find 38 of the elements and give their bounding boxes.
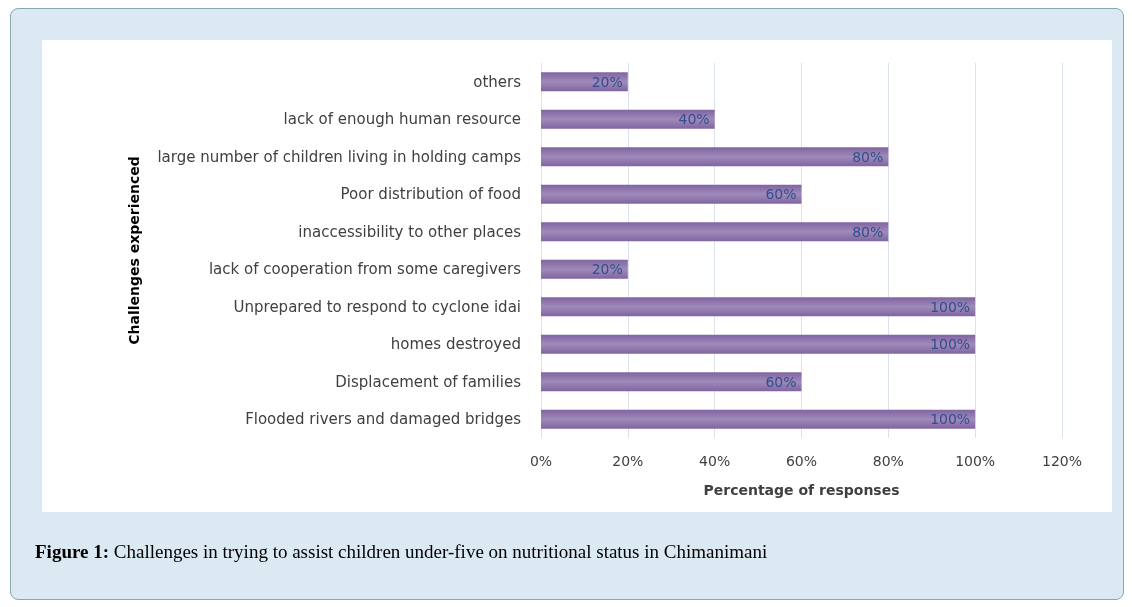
- x-tick-label: 80%: [872, 453, 904, 469]
- y-tick-label: lack of enough human resource: [283, 110, 521, 129]
- y-tick-label: Flooded rivers and damaged bridges: [245, 410, 522, 429]
- x-tick-label: 40%: [699, 453, 731, 469]
- x-tick-label: 100%: [955, 453, 996, 469]
- data-label: 20%: [591, 73, 623, 90]
- data-label: 40%: [678, 111, 710, 128]
- bar: [541, 109, 715, 129]
- x-tick-label: 60%: [785, 453, 818, 469]
- bar: [541, 334, 976, 354]
- x-axis-title: Percentage of responses: [703, 482, 900, 498]
- y-tick-label: lack of cooperation from some caregivers: [208, 260, 522, 279]
- y-tick-label: Unprepared to respond to cyclone idai: [233, 297, 521, 316]
- bar: [541, 184, 802, 204]
- data-label: 20%: [591, 261, 623, 278]
- bar: [541, 222, 889, 242]
- bar: [541, 372, 802, 392]
- y-tick-label: inaccessibility to other places: [298, 222, 522, 241]
- y-axis-title: Challenges experienced: [126, 156, 142, 345]
- x-tick-label: 120%: [1041, 453, 1083, 469]
- bar: [541, 147, 889, 167]
- data-label: 60%: [765, 186, 797, 203]
- caption: Figure 1: Challenges in trying to assist children under-five on nutritional status in Chimanimani: [35, 541, 768, 562]
- y-tick-label: homes destroyed: [390, 335, 521, 354]
- data-label: 60%: [765, 373, 797, 390]
- y-tick-label: others: [473, 72, 522, 91]
- y-tick-label: large number of children living in holding camps: [157, 147, 522, 166]
- data-label: 100%: [930, 298, 971, 315]
- data-label: 100%: [930, 411, 971, 428]
- bar: [541, 409, 976, 429]
- y-tick-label: Poor distribution of food: [340, 185, 521, 204]
- x-tick-label: 20%: [612, 453, 644, 469]
- bar: [541, 297, 976, 317]
- data-label: 100%: [930, 336, 971, 353]
- x-tick-label: 0%: [529, 453, 553, 469]
- data-label: 80%: [852, 148, 884, 165]
- data-label: 80%: [852, 223, 884, 240]
- y-tick-label: Displacement of families: [335, 372, 522, 391]
